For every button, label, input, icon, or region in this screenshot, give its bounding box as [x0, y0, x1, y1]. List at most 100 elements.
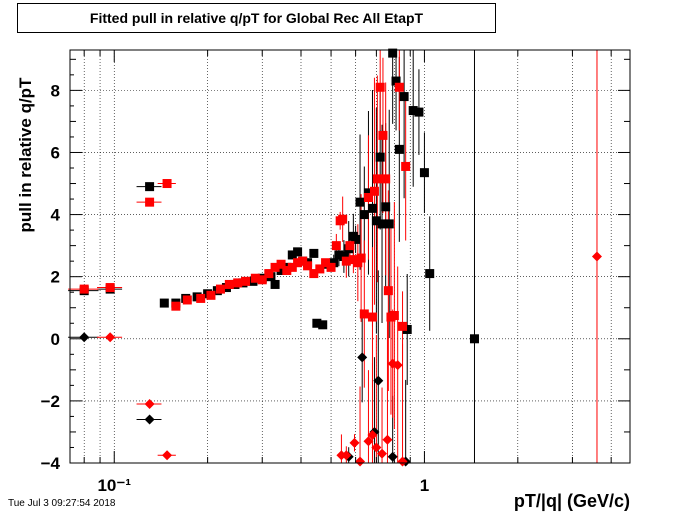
data-point-square [414, 107, 424, 117]
data-point-square [276, 259, 286, 269]
data-point-diamond [79, 332, 90, 343]
data-point-square [383, 286, 393, 296]
data-point-square [318, 320, 328, 330]
data-point-diamond [162, 450, 173, 461]
data-point-diamond [387, 451, 398, 462]
y-axis-label: pull in relative q/pT [16, 77, 35, 233]
data-point-square [401, 161, 411, 171]
grid-lines [70, 50, 630, 464]
x-tick-label: 1 [420, 476, 429, 495]
data-point-square [367, 312, 377, 322]
data-point-square [394, 144, 404, 154]
data-point-square [79, 284, 89, 294]
data-point-square [206, 290, 216, 300]
data-point-square [341, 256, 351, 266]
data-point-square [270, 279, 280, 289]
data-point-square [287, 262, 297, 272]
data-point-diamond [144, 399, 155, 409]
data-point-square [326, 262, 336, 272]
data-point-square [359, 309, 369, 319]
data-point-diamond [105, 332, 116, 343]
data-point-square [356, 253, 366, 263]
data-point-square [145, 197, 155, 207]
data-markers [79, 48, 602, 467]
x-axis-label: pT/|q| (GeV/c) [513, 491, 630, 511]
data-point-diamond [357, 352, 368, 363]
data-point-diamond [144, 414, 155, 425]
data-point-square [182, 295, 192, 305]
data-point-square [399, 92, 409, 102]
data-point-square [381, 202, 391, 212]
data-point-square [345, 241, 355, 251]
data-point-square [224, 279, 234, 289]
data-point-square [381, 174, 391, 184]
data-point-square [293, 258, 303, 268]
data-point-square [233, 278, 243, 288]
data-point-diamond [363, 436, 374, 447]
y-tick-label: 0 [51, 330, 60, 349]
data-point-square [419, 168, 429, 178]
data-point-square [264, 269, 274, 279]
data-point-square [276, 265, 286, 275]
data-point-square [389, 311, 399, 320]
data-point-square [315, 264, 325, 274]
data-point-square [270, 262, 280, 272]
data-point-diamond [397, 456, 408, 467]
data-point-square [338, 214, 348, 224]
data-point-square [331, 241, 341, 251]
data-point-diamond [355, 456, 366, 467]
data-point-square [394, 82, 404, 92]
data-point-square [309, 269, 319, 279]
data-point-square [312, 318, 322, 328]
data-point-square [351, 234, 361, 244]
data-point-square [215, 284, 225, 294]
data-point-square [293, 247, 303, 257]
data-point-square [196, 293, 206, 303]
x-tick-label: 10⁻¹ [97, 476, 131, 495]
data-point-square [287, 250, 297, 260]
data-point-diamond [371, 442, 382, 453]
data-point-diamond [373, 375, 384, 386]
data-point-square [469, 334, 479, 344]
data-point-square [398, 321, 408, 331]
data-point-square [298, 256, 308, 266]
data-point-square [391, 76, 401, 86]
data-point-square [363, 193, 373, 202]
data-point-diamond [341, 450, 352, 461]
chart-title: Fitted pull in relative q/pT for Global … [17, 3, 496, 33]
data-point-square [105, 283, 115, 293]
data-point-square [377, 219, 387, 229]
data-point-diamond [392, 360, 403, 371]
data-point-diamond [367, 430, 378, 441]
data-point-square [334, 250, 344, 260]
data-point-square [257, 275, 267, 285]
data-point-square [371, 216, 381, 226]
data-point-square [145, 182, 155, 192]
plot-frame [69, 49, 631, 464]
data-point-square [425, 269, 435, 279]
y-tick-label: 2 [51, 268, 60, 287]
data-point-square [309, 248, 319, 258]
data-point-diamond [377, 448, 388, 459]
data-point-diamond [349, 437, 360, 448]
y-tick-label: 8 [51, 81, 60, 100]
y-tick-label: −4 [41, 454, 61, 473]
data-point-square [372, 174, 382, 184]
data-point-square [375, 152, 385, 162]
data-point-square [359, 210, 369, 220]
data-point-square [162, 179, 172, 189]
data-point-square [408, 106, 418, 116]
axes: −4 −2 0 2 4 6 8 10⁻¹ 1 [41, 50, 630, 495]
data-point-square [353, 258, 363, 268]
data-point-square [367, 203, 377, 213]
data-point-square [241, 276, 251, 286]
y-tick-label: 4 [51, 206, 61, 225]
data-point-square [303, 261, 313, 271]
data-point-square [329, 258, 339, 268]
data-point-square [171, 301, 181, 311]
y-tick-label: −2 [41, 392, 60, 411]
data-point-square [339, 252, 349, 261]
data-point-square [282, 265, 292, 275]
data-point-square [369, 186, 379, 196]
